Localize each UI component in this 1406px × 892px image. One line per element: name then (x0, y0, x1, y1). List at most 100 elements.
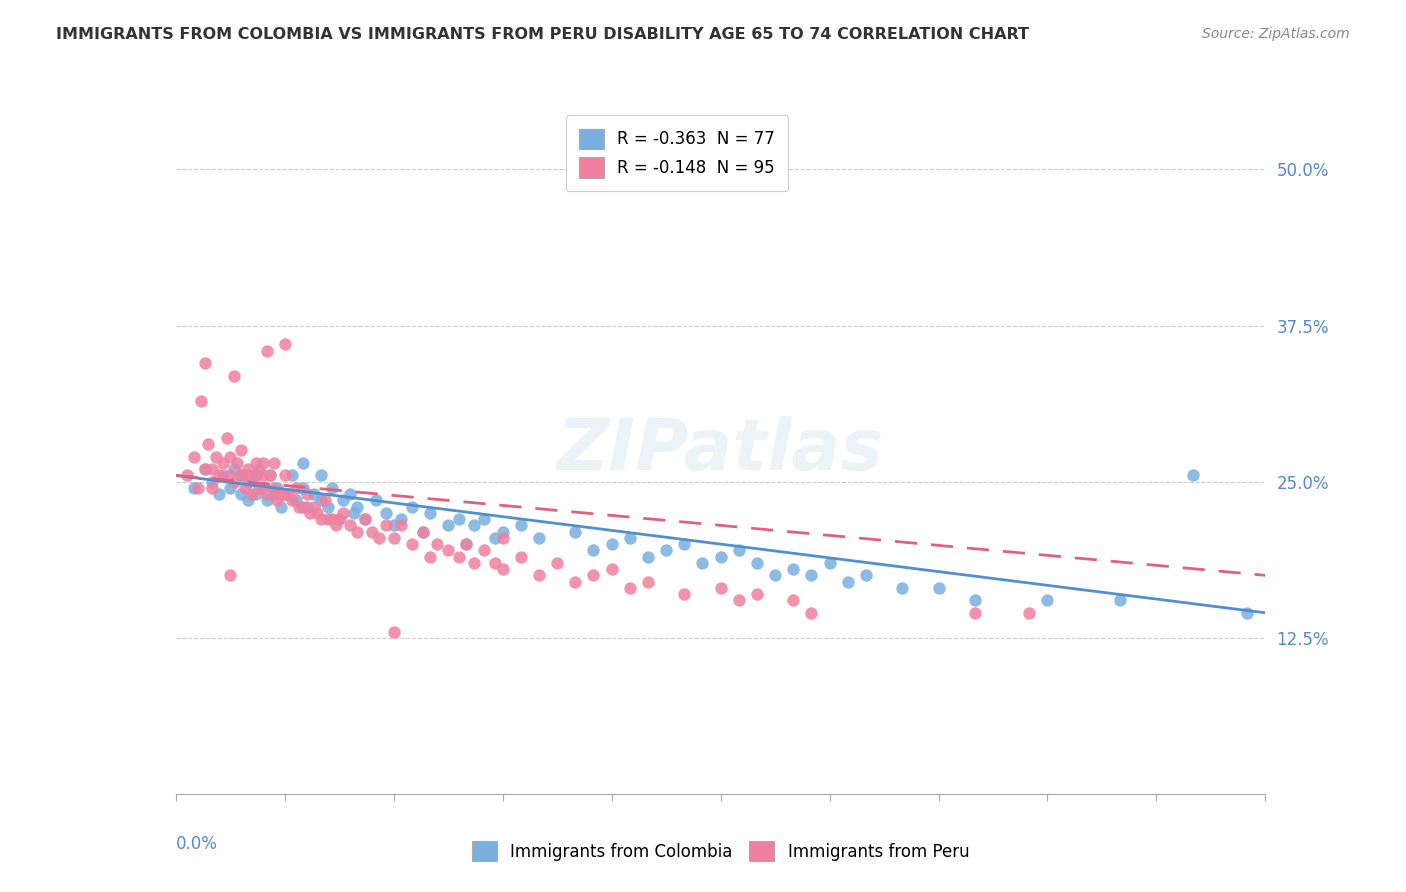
Point (855, 568, 877, 582)
Point (284, 481, 307, 495)
Point (307, 506, 329, 520)
Point (314, 493, 336, 508)
Point (284, 493, 307, 508)
Point (389, 518, 412, 533)
Point (231, 468, 253, 483)
Point (389, 512, 412, 526)
Point (302, 500, 325, 514)
Point (186, 481, 209, 495)
Point (619, 531, 641, 545)
Point (245, 468, 267, 483)
Point (619, 581, 641, 595)
Point (360, 524, 382, 539)
Point (339, 487, 361, 501)
Point (474, 543, 496, 558)
Point (456, 537, 478, 551)
Point (238, 468, 260, 483)
Point (256, 343, 278, 358)
Point (364, 493, 387, 508)
Point (309, 468, 332, 483)
Point (295, 487, 318, 501)
Point (176, 468, 198, 483)
Point (375, 506, 398, 520)
Point (527, 531, 550, 545)
Point (727, 593, 749, 607)
Point (509, 549, 531, 564)
Point (204, 450, 226, 464)
Point (256, 487, 278, 501)
Point (745, 556, 768, 570)
Point (1181, 468, 1204, 483)
Point (745, 587, 768, 601)
Point (353, 512, 375, 526)
Point (353, 512, 375, 526)
Point (564, 524, 586, 539)
Point (238, 493, 260, 508)
Point (1018, 606, 1040, 620)
Point (600, 562, 623, 576)
Point (484, 531, 506, 545)
Point (240, 487, 263, 501)
Point (710, 549, 733, 564)
Point (201, 462, 224, 476)
Point (183, 481, 205, 495)
Point (426, 537, 449, 551)
Point (800, 606, 823, 620)
Point (288, 500, 311, 514)
Point (692, 556, 714, 570)
Point (655, 543, 678, 558)
Point (346, 524, 368, 539)
Point (231, 468, 253, 483)
Point (346, 500, 368, 514)
Point (212, 456, 235, 470)
Point (281, 493, 304, 508)
Text: 0.0%: 0.0% (176, 835, 218, 853)
Point (245, 456, 267, 470)
Point (673, 537, 696, 551)
Point (194, 462, 217, 476)
Point (382, 531, 405, 545)
Point (582, 543, 605, 558)
Point (673, 587, 696, 601)
Point (401, 500, 423, 514)
Point (419, 506, 441, 520)
Point (325, 518, 347, 533)
Point (800, 568, 823, 582)
Point (194, 462, 217, 476)
Point (277, 487, 299, 501)
Text: Source: ZipAtlas.com: Source: ZipAtlas.com (1202, 27, 1350, 41)
Point (215, 431, 238, 445)
Point (263, 487, 285, 501)
Point (818, 556, 841, 570)
Point (259, 468, 281, 483)
Point (318, 512, 340, 526)
Point (274, 337, 297, 351)
Point (219, 481, 242, 495)
Point (266, 493, 288, 508)
Point (509, 518, 531, 533)
Point (219, 568, 242, 582)
Point (582, 568, 605, 582)
Point (309, 493, 332, 508)
Point (339, 518, 361, 533)
Point (401, 537, 423, 551)
Point (763, 568, 786, 582)
Point (546, 556, 568, 570)
Point (447, 512, 470, 526)
Point (266, 481, 288, 495)
Point (245, 487, 267, 501)
Point (263, 481, 285, 495)
Point (274, 468, 297, 483)
Point (837, 574, 859, 589)
Point (492, 531, 515, 545)
Point (1036, 593, 1059, 607)
Point (527, 568, 550, 582)
Point (463, 556, 485, 570)
Point (637, 549, 659, 564)
Point (231, 487, 253, 501)
Point (321, 512, 343, 526)
Point (463, 518, 485, 533)
Point (274, 487, 297, 501)
Point (247, 462, 270, 476)
Point (727, 543, 749, 558)
